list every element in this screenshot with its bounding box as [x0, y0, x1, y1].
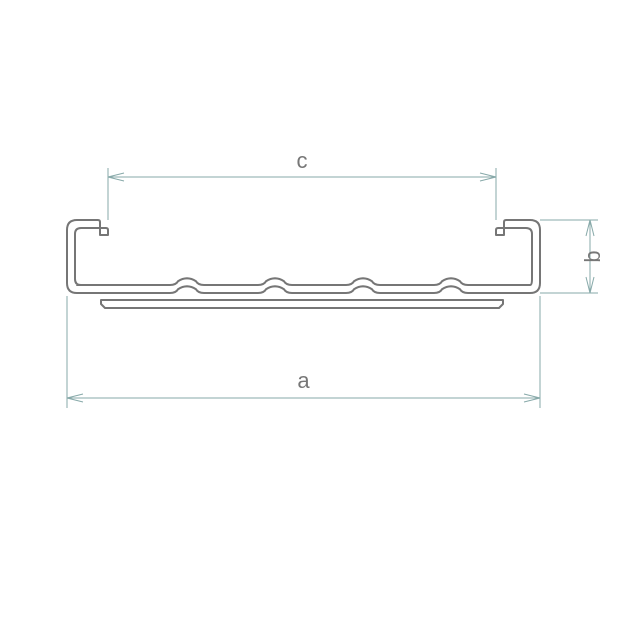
- dimension-a-label: a: [297, 368, 310, 393]
- dimension-b-label: b: [580, 250, 605, 262]
- dimension-drawing: c a b: [0, 0, 640, 640]
- channel-profile: [67, 220, 540, 293]
- foot-plate: [101, 300, 503, 308]
- dimension-c-label: c: [297, 148, 308, 173]
